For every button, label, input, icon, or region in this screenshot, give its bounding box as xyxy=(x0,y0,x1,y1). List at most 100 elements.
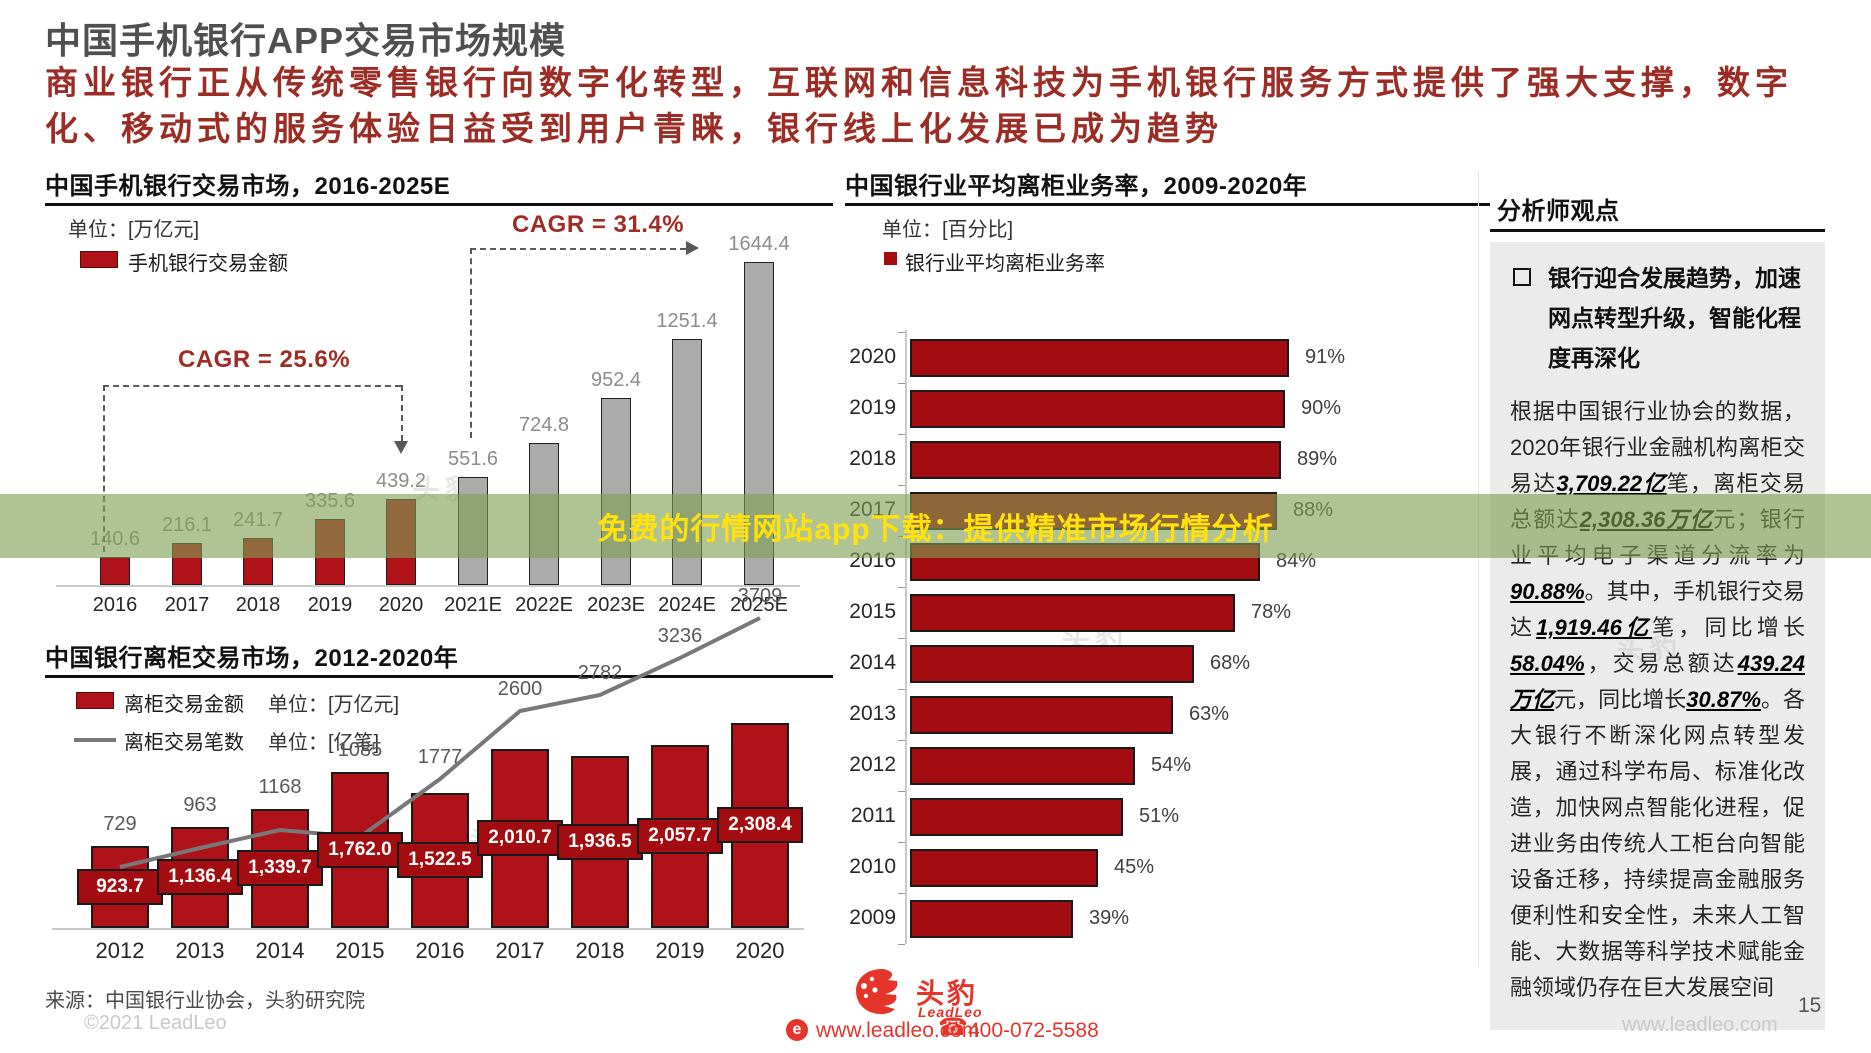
chart-b-callout-2018: 1,936.5 xyxy=(557,824,643,860)
footer-website-link[interactable]: www.leadleo.com xyxy=(816,1019,980,1042)
chart-c-bar-2012 xyxy=(910,747,1135,785)
chart-c-year-2018: 2018 xyxy=(849,447,896,470)
page-title: 中国手机银行APP交易市场规模 xyxy=(45,20,567,61)
chart-a-bar-2017 xyxy=(172,543,202,585)
chart-c-value-2012: 54% xyxy=(1151,754,1192,776)
chart-a-bar-2025E xyxy=(744,262,774,585)
chart-mobile-banking-title: 中国手机银行交易市场，2016-2025E xyxy=(45,173,451,200)
analyst-text-segment: 根据中国银行业协会的数据，2020年银行业金融机构离柜交易达 xyxy=(1510,399,1805,496)
chart-a-bar-2023E xyxy=(601,398,631,585)
chart-c-axis-tick xyxy=(898,638,905,639)
chart-otc-rate-title-rule xyxy=(845,203,1490,206)
footer-website-right[interactable]: www.leadleo.com xyxy=(1622,1014,1778,1036)
chart-b-linelabel-2014: 1168 xyxy=(258,776,302,798)
chart-b-xlabel-2015: 2015 xyxy=(335,938,385,963)
chart-c-bar-2017 xyxy=(910,492,1277,530)
chart-c-axis-tick xyxy=(898,434,905,435)
chart-b-linelabel-2015: 1085 xyxy=(337,739,383,761)
chart-a-bar-2018 xyxy=(243,538,273,585)
chart-c-bar-2010 xyxy=(910,849,1098,887)
chart-otc-market-title-rule xyxy=(45,675,833,678)
analyst-figure: 439.24万亿 xyxy=(1510,651,1805,712)
cagr2-arrowhead-icon xyxy=(686,241,699,255)
chart-b-callout-2017: 2,010.7 xyxy=(477,820,563,856)
chart-c-year-2015: 2015 xyxy=(849,600,896,623)
chart-c-bar-2016 xyxy=(910,543,1260,581)
chart-b-x-axis xyxy=(52,928,804,930)
analyst-figure: 58.04% xyxy=(1510,651,1585,676)
analyst-bullet-text: 银行迎合发展趋势，加速网点转型升级，智能化程度再深化 xyxy=(1548,265,1801,371)
chart-c-bar-2015 xyxy=(910,594,1235,632)
chart-c-axis-tick xyxy=(898,893,905,894)
chart-c-axis-tick xyxy=(898,485,905,486)
chart-a-bar-2021E xyxy=(458,477,488,585)
chart-c-bar-2014 xyxy=(910,645,1194,683)
chart-a-xlabel-2019: 2019 xyxy=(307,594,353,616)
leadleo-leopard-logo-icon xyxy=(852,966,910,1018)
chart-b-linelabel-2020: 3709 xyxy=(737,585,783,607)
chart-c-bar-2019 xyxy=(910,390,1285,428)
chart-b-xlabel-2018: 2018 xyxy=(575,938,625,963)
chart-b-xlabel-2016: 2016 xyxy=(415,938,465,963)
chart-c-value-2019: 90% xyxy=(1301,397,1342,419)
analyst-text-segment: 元，同比增长 xyxy=(1554,687,1687,712)
analyst-header-rule xyxy=(1490,229,1825,232)
chart-a-value-2020: 439.2 xyxy=(375,470,427,492)
chart-b-callout-2015: 1,762.0 xyxy=(317,832,403,868)
chart-b-callout-2014: 1,339.7 xyxy=(237,850,323,886)
chart-c-year-2016: 2016 xyxy=(849,549,896,572)
chart-b-callout-2013: 1,136.4 xyxy=(157,859,243,895)
chart-b-xlabel-2013: 2013 xyxy=(175,938,225,963)
chart-c-value-2009: 39% xyxy=(1089,907,1130,929)
analyst-paragraph: 根据中国银行业协会的数据，2020年银行业金融机构离柜交易达3,709.22亿笔… xyxy=(1510,394,1805,1006)
chart-a-bar-2020 xyxy=(386,499,416,585)
chart-a-xlabel-2020: 2020 xyxy=(378,594,424,616)
analyst-figure: 1,919.46亿 xyxy=(1536,615,1653,640)
chart-b-callout-2019: 2,057.7 xyxy=(637,818,723,854)
chart-c-axis-tick xyxy=(898,689,905,690)
analyst-header: 分析师观点 xyxy=(1497,198,1620,225)
cagr1-bracket-right xyxy=(401,385,403,441)
chart-b-linelabel-2017: 2600 xyxy=(497,678,543,700)
cagr-annotation-2016-2020: CAGR = 25.6% xyxy=(178,346,351,373)
page-subtitle: 商业银行正从传统零售银行向数字化转型，互联网和信息科技为手机银行服务方式提供了强… xyxy=(45,64,1793,147)
source-note: 来源：中国银行业协会，头豹研究院 xyxy=(45,990,365,1012)
legend-label-mobile-amount: 手机银行交易金额 xyxy=(128,253,288,275)
chart-c-value-2013: 63% xyxy=(1189,703,1230,725)
brand-name-en: LeadLeo xyxy=(918,1004,983,1020)
chart-c-value-2020: 91% xyxy=(1305,346,1346,368)
chart-otc-rate-title: 中国银行业平均离柜业务率，2009-2020年 xyxy=(845,173,1308,200)
chart-a-xlabel-2023E: 2023E xyxy=(587,594,645,616)
chart-b-xlabel-2017: 2017 xyxy=(495,938,545,963)
chart-a-bar-2016 xyxy=(100,557,130,585)
chart-a-bar-2022E xyxy=(529,443,559,585)
chart-otc-rate-unit: 单位：[百分比] xyxy=(882,219,1014,241)
chart-c-axis-tick xyxy=(898,332,905,333)
chart-b-callout-2020: 2,308.4 xyxy=(717,807,803,843)
chart-a-value-2021E: 551.6 xyxy=(447,448,499,470)
chart-a-value-2019: 335.6 xyxy=(304,490,356,512)
chart-c-year-2011: 2011 xyxy=(850,804,896,827)
legend-label-otc-rate: 银行业平均离柜业务率 xyxy=(905,253,1105,275)
cagr2-arrow-line xyxy=(470,248,686,250)
chart-c-bar-2018 xyxy=(910,441,1281,479)
page-number: 15 xyxy=(1798,994,1822,1017)
phone-icon: ☎ xyxy=(938,1013,968,1041)
chart-mobile-banking-title-rule xyxy=(45,203,833,206)
chart-a-bar-2019 xyxy=(315,519,345,585)
chart-b-linelabel-2019: 3236 xyxy=(657,625,703,647)
legend-swatch-otc-rate-icon xyxy=(884,252,897,265)
legend-line-otc-count-icon xyxy=(74,738,116,742)
chart-c-year-2014: 2014 xyxy=(849,651,896,674)
chart-c-year-2012: 2012 xyxy=(849,753,896,776)
cagr1-bracket-top xyxy=(103,385,401,387)
legend-swatch-otc-amount-icon xyxy=(76,692,114,709)
chart-b-xlabel-2014: 2014 xyxy=(255,938,305,963)
chart-c-bar-2020 xyxy=(910,339,1289,377)
chart-c-axis-tick xyxy=(898,587,905,588)
chart-c-year-2009: 2009 xyxy=(849,906,896,929)
chart-b-callout-2012: 923.7 xyxy=(77,869,163,905)
chart-a-xlabel-2021E: 2021E xyxy=(444,594,502,616)
website-icon: e xyxy=(786,1019,808,1041)
